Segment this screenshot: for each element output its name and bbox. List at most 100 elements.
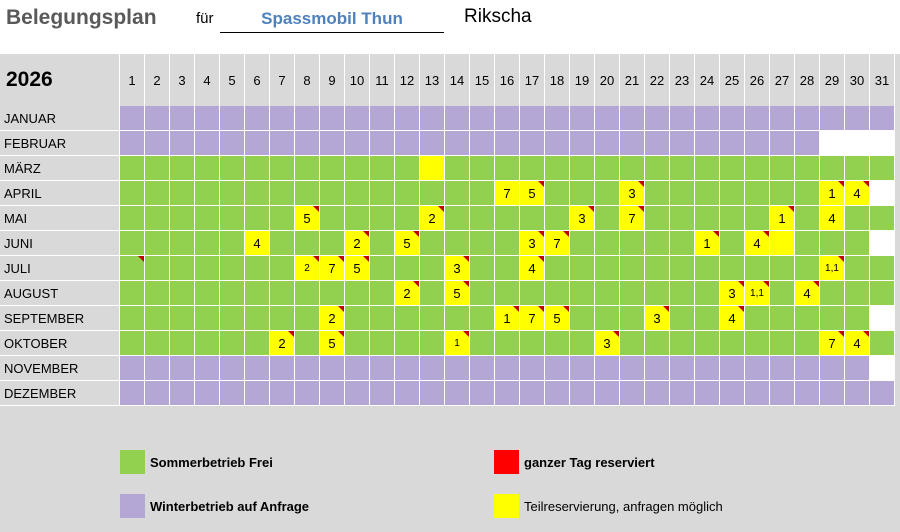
day-cell[interactable] <box>420 281 445 306</box>
day-cell[interactable] <box>645 381 670 406</box>
day-cell[interactable] <box>245 256 270 281</box>
day-cell[interactable] <box>645 106 670 131</box>
day-cell[interactable] <box>845 281 870 306</box>
day-cell[interactable]: 1,1 <box>820 256 845 281</box>
day-cell[interactable] <box>595 281 620 306</box>
day-cell[interactable] <box>395 181 420 206</box>
day-cell[interactable]: 7 <box>545 231 570 256</box>
day-cell[interactable] <box>870 381 895 406</box>
day-cell[interactable]: 7 <box>820 331 845 356</box>
day-cell[interactable] <box>345 131 370 156</box>
day-cell[interactable] <box>445 206 470 231</box>
day-cell[interactable] <box>295 106 320 131</box>
day-cell[interactable] <box>120 131 145 156</box>
day-cell[interactable] <box>320 181 345 206</box>
day-cell[interactable] <box>145 231 170 256</box>
day-cell[interactable] <box>445 356 470 381</box>
day-cell[interactable] <box>520 156 545 181</box>
day-cell[interactable] <box>670 131 695 156</box>
day-cell[interactable]: 2 <box>320 306 345 331</box>
day-cell[interactable] <box>820 231 845 256</box>
day-cell[interactable] <box>470 356 495 381</box>
day-cell[interactable] <box>570 281 595 306</box>
day-cell[interactable] <box>145 106 170 131</box>
day-cell[interactable] <box>370 356 395 381</box>
day-cell[interactable] <box>495 331 520 356</box>
day-cell[interactable] <box>820 281 845 306</box>
day-cell[interactable] <box>445 156 470 181</box>
day-cell[interactable] <box>345 106 370 131</box>
day-cell[interactable] <box>420 131 445 156</box>
day-cell[interactable] <box>120 281 145 306</box>
day-cell[interactable] <box>370 181 395 206</box>
day-cell[interactable]: 3 <box>570 206 595 231</box>
day-cell[interactable] <box>670 181 695 206</box>
day-cell[interactable]: 5 <box>445 281 470 306</box>
day-cell[interactable] <box>795 131 820 156</box>
day-cell[interactable] <box>745 256 770 281</box>
day-cell[interactable] <box>770 356 795 381</box>
day-cell[interactable] <box>720 206 745 231</box>
day-cell[interactable] <box>645 156 670 181</box>
day-cell[interactable] <box>195 106 220 131</box>
day-cell[interactable] <box>670 356 695 381</box>
day-cell[interactable] <box>695 281 720 306</box>
day-cell[interactable]: 7 <box>620 206 645 231</box>
day-cell[interactable] <box>145 256 170 281</box>
day-cell[interactable] <box>770 106 795 131</box>
day-cell[interactable] <box>145 381 170 406</box>
day-cell[interactable] <box>570 306 595 331</box>
day-cell[interactable]: 2 <box>270 331 295 356</box>
day-cell[interactable] <box>870 331 895 356</box>
day-cell[interactable] <box>195 181 220 206</box>
day-cell[interactable] <box>495 356 520 381</box>
day-cell[interactable] <box>495 281 520 306</box>
day-cell[interactable] <box>720 131 745 156</box>
day-cell[interactable] <box>520 206 545 231</box>
day-cell[interactable]: 3 <box>520 231 545 256</box>
day-cell[interactable] <box>570 381 595 406</box>
day-cell[interactable]: 1,1 <box>745 281 770 306</box>
day-cell[interactable] <box>670 206 695 231</box>
day-cell[interactable] <box>620 106 645 131</box>
day-cell[interactable] <box>470 156 495 181</box>
day-cell[interactable] <box>370 256 395 281</box>
day-cell[interactable]: 3 <box>620 181 645 206</box>
day-cell[interactable] <box>270 381 295 406</box>
day-cell[interactable] <box>770 281 795 306</box>
day-cell[interactable] <box>670 381 695 406</box>
day-cell[interactable] <box>795 231 820 256</box>
day-cell[interactable] <box>620 231 645 256</box>
day-cell[interactable] <box>370 206 395 231</box>
day-cell[interactable] <box>420 306 445 331</box>
day-cell[interactable] <box>370 156 395 181</box>
day-cell[interactable] <box>270 356 295 381</box>
day-cell[interactable] <box>270 306 295 331</box>
day-cell[interactable] <box>745 206 770 231</box>
day-cell[interactable] <box>195 156 220 181</box>
day-cell[interactable] <box>795 381 820 406</box>
day-cell[interactable] <box>495 106 520 131</box>
day-cell[interactable] <box>645 206 670 231</box>
day-cell[interactable]: 4 <box>845 331 870 356</box>
day-cell[interactable] <box>570 331 595 356</box>
day-cell[interactable] <box>595 381 620 406</box>
day-cell[interactable] <box>295 356 320 381</box>
day-cell[interactable] <box>420 231 445 256</box>
day-cell[interactable] <box>695 356 720 381</box>
day-cell[interactable] <box>545 331 570 356</box>
day-cell[interactable] <box>195 331 220 356</box>
day-cell[interactable] <box>320 206 345 231</box>
day-cell[interactable] <box>220 331 245 356</box>
day-cell[interactable]: 4 <box>795 281 820 306</box>
day-cell[interactable] <box>345 156 370 181</box>
day-cell[interactable] <box>470 181 495 206</box>
day-cell[interactable] <box>520 331 545 356</box>
day-cell[interactable]: 2 <box>395 281 420 306</box>
day-cell[interactable] <box>270 106 295 131</box>
day-cell[interactable] <box>295 331 320 356</box>
day-cell[interactable] <box>295 181 320 206</box>
day-cell[interactable]: 4 <box>720 306 745 331</box>
day-cell[interactable] <box>120 181 145 206</box>
day-cell[interactable] <box>670 331 695 356</box>
